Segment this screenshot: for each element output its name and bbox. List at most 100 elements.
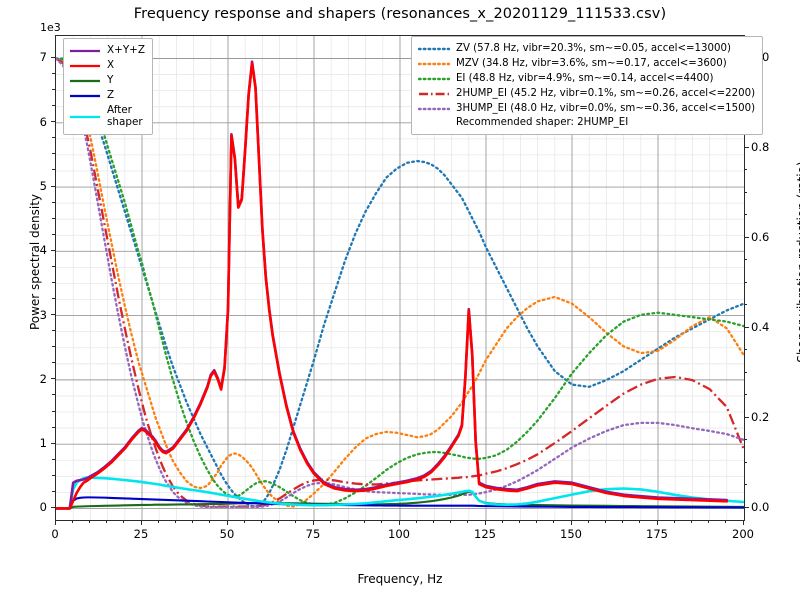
y-left-minor-tickmark — [52, 265, 55, 267]
x-minor-tickmark — [450, 520, 452, 523]
x-minor-tickmark — [432, 520, 434, 523]
y-right-tickmark — [744, 236, 749, 238]
y-right-minor-tickmark — [744, 439, 747, 441]
y-left-tickmark — [50, 442, 55, 444]
y-left-tick-label: 1 — [39, 436, 47, 451]
line-swatch-2hump-ei — [418, 88, 450, 100]
y-left-minor-tickmark — [52, 330, 55, 332]
x-minor-tickmark — [295, 520, 297, 523]
y-left-minor-tickmark — [52, 362, 55, 364]
y-left-minor-tickmark — [52, 346, 55, 348]
y-left-tick-label: 2 — [39, 371, 47, 386]
x-minor-tickmark — [690, 520, 692, 523]
line-swatch-ei — [418, 73, 450, 85]
x-tick-label: 50 — [219, 527, 235, 541]
y-left-minor-tickmark — [52, 490, 55, 492]
recommended-shaper-note: Recommended shaper: 2HUMP_EI — [456, 117, 629, 128]
x-minor-tickmark — [260, 520, 262, 523]
legend-label-2hump-ei: 2HUMP_EI (45.2 Hz, vibr=0.1%, sm~=0.26, … — [456, 87, 756, 99]
legend-label-ei: EI (48.8 Hz, vibr=4.9%, sm~=0.14, accel<… — [456, 72, 714, 84]
shaper-legend[interactable]: ZV (57.8 Hz, vibr=20.3%, sm~=0.05, accel… — [411, 36, 764, 135]
legend-item-3hump-ei[interactable]: 3HUMP_EI (48.0 Hz, vibr=0.0%, sm~=0.36, … — [418, 101, 755, 116]
y-left-minor-tickmark — [52, 394, 55, 396]
y-right-tick-label: 0.6 — [751, 230, 770, 245]
x-tickmark — [54, 520, 56, 525]
y-left-minor-tickmark — [52, 105, 55, 107]
y-right-minor-tickmark — [744, 169, 747, 171]
y-right-tickmark — [744, 416, 749, 418]
x-tickmark — [140, 520, 142, 525]
y-left-minor-tickmark — [52, 169, 55, 171]
legend-item-x[interactable]: X — [69, 58, 145, 73]
y-right-minor-tickmark — [744, 484, 747, 486]
legend-item-xyz[interactable]: X+Y+Z — [69, 43, 145, 58]
x-minor-tickmark — [639, 520, 641, 523]
x-minor-tickmark — [673, 520, 675, 523]
y-left-tickmark — [50, 506, 55, 508]
y-left-tick-label: 0 — [39, 500, 47, 515]
legend-item-mzv[interactable]: MZV (34.8 Hz, vibr=3.6%, sm~=0.17, accel… — [418, 56, 755, 71]
psd-legend[interactable]: X+Y+Z X Y Z After shaper — [63, 38, 153, 135]
x-minor-tickmark — [587, 520, 589, 523]
y-right-minor-tickmark — [744, 281, 747, 283]
x-tickmark — [656, 520, 658, 525]
line-swatch-x — [69, 60, 101, 72]
line-swatch-after-shaper — [69, 111, 101, 123]
legend-item-y[interactable]: Y — [69, 73, 145, 88]
line-swatch-y — [69, 75, 101, 87]
y-right-minor-tickmark — [744, 259, 747, 261]
y-axis-right-label: Shaper vibration reduction (ratio) — [795, 161, 800, 363]
y-left-minor-tickmark — [52, 233, 55, 235]
line-swatch-z — [69, 90, 101, 102]
legend-item-z[interactable]: Z — [69, 88, 145, 103]
x-tick-label: 125 — [474, 527, 496, 541]
y-left-tickmark — [50, 121, 55, 123]
x-tickmark — [570, 520, 572, 525]
x-tickmark — [398, 520, 400, 525]
y-right-minor-tickmark — [744, 349, 747, 351]
x-minor-tickmark — [553, 520, 555, 523]
y-axis-left-label: Power spectral density — [28, 193, 42, 331]
y-left-minor-tickmark — [52, 410, 55, 412]
legend-label-zv: ZV (57.8 Hz, vibr=20.3%, sm~=0.05, accel… — [456, 42, 731, 54]
x-minor-tickmark — [725, 520, 727, 523]
legend-item-zv[interactable]: ZV (57.8 Hz, vibr=20.3%, sm~=0.05, accel… — [418, 41, 755, 56]
x-minor-tickmark — [243, 520, 245, 523]
line-swatch-xyz — [69, 45, 101, 57]
x-tick-label: 75 — [305, 527, 321, 541]
x-tick-label: 100 — [388, 527, 410, 541]
legend-label-xyz: X+Y+Z — [107, 43, 145, 56]
y-right-minor-tickmark — [744, 191, 747, 193]
y-right-minor-tickmark — [744, 214, 747, 216]
y-left-minor-tickmark — [52, 137, 55, 139]
y-right-minor-tickmark — [744, 461, 747, 463]
x-tick-label: 200 — [732, 527, 754, 541]
x-minor-tickmark — [708, 520, 710, 523]
legend-label-z: Z — [107, 88, 115, 101]
x-axis-label: Frequency, Hz — [357, 572, 443, 586]
x-minor-tickmark — [209, 520, 211, 523]
y-left-tickmark — [50, 314, 55, 316]
x-tick-label: 150 — [560, 527, 582, 541]
y-left-minor-tickmark — [52, 458, 55, 460]
y-left-minor-tickmark — [52, 426, 55, 428]
y-left-tick-label: 6 — [39, 114, 47, 129]
legend-label-x: X — [107, 58, 115, 71]
y-left-minor-tickmark — [52, 474, 55, 476]
y-left-tickmark — [50, 185, 55, 187]
x-minor-tickmark — [604, 520, 606, 523]
x-tickmark — [484, 520, 486, 525]
x-minor-tickmark — [364, 520, 366, 523]
legend-item-after-shaper[interactable]: After shaper — [69, 103, 145, 130]
x-minor-tickmark — [123, 520, 125, 523]
legend-label-mzv: MZV (34.8 Hz, vibr=3.6%, sm~=0.17, accel… — [456, 57, 727, 69]
y-left-tick-label: 7 — [39, 50, 47, 65]
x-tickmark — [312, 520, 314, 525]
x-tickmark — [226, 520, 228, 525]
y-left-minor-tickmark — [52, 89, 55, 91]
legend-item-2hump-ei[interactable]: 2HUMP_EI (45.2 Hz, vibr=0.1%, sm~=0.26, … — [418, 86, 755, 101]
legend-item-ei[interactable]: EI (48.8 Hz, vibr=4.9%, sm~=0.14, accel<… — [418, 71, 755, 86]
x-minor-tickmark — [174, 520, 176, 523]
line-swatch-mzv — [418, 58, 450, 70]
